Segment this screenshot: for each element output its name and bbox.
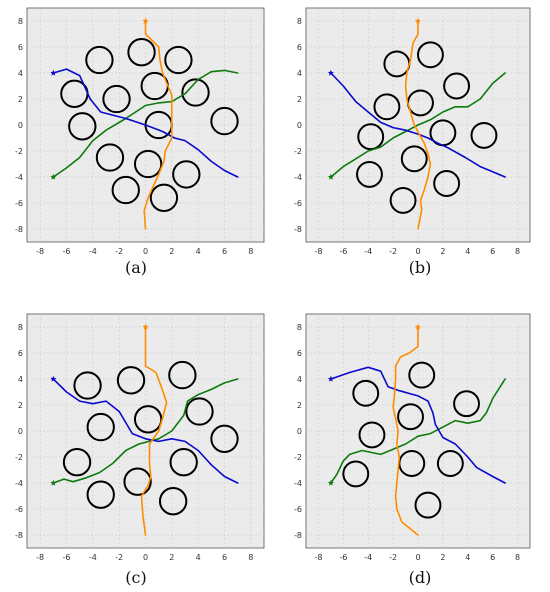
y-tick-label: -6 <box>294 505 302 514</box>
y-tick-label: 0 <box>297 427 302 436</box>
y-tick-label: 6 <box>18 43 23 52</box>
x-tick-label: -8 <box>314 247 322 256</box>
y-tick-label: -2 <box>15 147 23 156</box>
y-tick-label: -6 <box>294 199 302 208</box>
y-tick-label: 0 <box>18 427 23 436</box>
x-tick-label: 0 <box>415 553 420 562</box>
y-tick-label: -8 <box>294 225 302 234</box>
x-tick-label: 6 <box>222 247 227 256</box>
x-tick-label: 6 <box>490 247 495 256</box>
y-tick-label: -6 <box>15 199 23 208</box>
panel-caption: (b) <box>409 258 432 277</box>
y-tick-label: -4 <box>15 173 23 182</box>
x-tick-label: 6 <box>222 553 227 562</box>
x-tick-label: -4 <box>364 553 372 562</box>
x-tick-label: 0 <box>143 553 148 562</box>
y-tick-label: 2 <box>18 95 23 104</box>
x-tick-label: 6 <box>490 553 495 562</box>
y-tick-label: 8 <box>18 323 23 332</box>
y-tick-label: -8 <box>15 531 23 540</box>
y-tick-label: -8 <box>294 531 302 540</box>
x-tick-label: -6 <box>339 247 347 256</box>
y-tick-label: 2 <box>297 95 302 104</box>
x-tick-label: 2 <box>440 247 445 256</box>
x-tick-label: 0 <box>143 247 148 256</box>
y-tick-label: -2 <box>294 147 302 156</box>
y-tick-label: -2 <box>294 453 302 462</box>
x-tick-label: -8 <box>36 553 44 562</box>
x-tick-label: -2 <box>389 553 397 562</box>
y-tick-label: 4 <box>18 69 23 78</box>
y-tick-label: -4 <box>294 479 302 488</box>
x-tick-label: 2 <box>169 553 174 562</box>
y-tick-label: 6 <box>297 349 302 358</box>
x-tick-label: -2 <box>389 247 397 256</box>
x-tick-label: -6 <box>63 247 71 256</box>
y-tick-label: 6 <box>297 43 302 52</box>
x-tick-label: 4 <box>465 247 470 256</box>
x-tick-label: 8 <box>248 247 253 256</box>
panel-a: -8 -8 -6 -6 -4 -4 -2 -2 0 0 2 2 4 4 6 6 8 8 (a) <box>15 8 264 277</box>
x-tick-label: 8 <box>515 553 520 562</box>
y-tick-label: 0 <box>18 121 23 130</box>
y-tick-label: 0 <box>297 121 302 130</box>
panel-caption: (c) <box>125 568 146 587</box>
y-tick-label: 8 <box>18 17 23 26</box>
y-tick-label: -6 <box>15 505 23 514</box>
x-tick-label: 4 <box>465 553 470 562</box>
y-tick-label: -4 <box>15 479 23 488</box>
panel-caption: (a) <box>125 258 147 277</box>
x-tick-label: 0 <box>415 247 420 256</box>
x-tick-label: -8 <box>314 553 322 562</box>
y-tick-label: 2 <box>297 401 302 410</box>
x-tick-label: -4 <box>89 553 97 562</box>
x-tick-label: 8 <box>515 247 520 256</box>
x-tick-label: 2 <box>169 247 174 256</box>
x-tick-label: -6 <box>63 553 71 562</box>
x-tick-label: -8 <box>36 247 44 256</box>
y-tick-label: 4 <box>297 375 302 384</box>
x-tick-label: -2 <box>115 553 123 562</box>
y-tick-label: -2 <box>15 453 23 462</box>
y-tick-label: 6 <box>18 349 23 358</box>
x-tick-label: 4 <box>196 553 201 562</box>
y-tick-label: 2 <box>18 401 23 410</box>
y-tick-label: -4 <box>294 173 302 182</box>
x-tick-label: -6 <box>339 553 347 562</box>
y-tick-label: -8 <box>15 225 23 234</box>
panel-c: -8 -8 -6 -6 -4 -4 -2 -2 0 0 2 2 4 4 6 6 8 8 (c) <box>15 314 264 587</box>
panel-d: -8 -8 -6 -6 -4 -4 -2 -2 0 0 2 2 4 4 6 6 8 8 (d) <box>294 314 530 587</box>
panel-caption: (d) <box>409 568 432 587</box>
y-tick-label: 8 <box>297 323 302 332</box>
x-tick-label: 2 <box>440 553 445 562</box>
x-tick-label: -4 <box>89 247 97 256</box>
y-tick-label: 4 <box>18 375 23 384</box>
y-tick-label: 4 <box>297 69 302 78</box>
panel-b: -8 -8 -6 -6 -4 -4 -2 -2 0 0 2 2 4 4 6 6 8 8 (b) <box>294 8 530 277</box>
x-tick-label: -2 <box>115 247 123 256</box>
x-tick-label: 4 <box>196 247 201 256</box>
y-tick-label: 8 <box>297 17 302 26</box>
x-tick-label: -4 <box>364 247 372 256</box>
x-tick-label: 8 <box>248 553 253 562</box>
